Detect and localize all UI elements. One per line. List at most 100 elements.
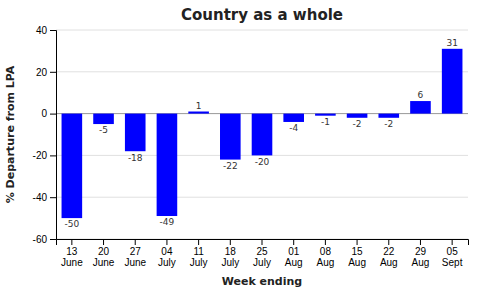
x-tick-label: 13June xyxy=(61,246,83,268)
bar xyxy=(188,112,209,114)
x-tick-label-line: Aug xyxy=(412,257,430,268)
grid-line xyxy=(56,30,468,31)
x-tick-label-line: 15 xyxy=(352,246,364,257)
bar xyxy=(62,114,83,219)
x-tick-mark xyxy=(103,239,104,245)
x-tick-label: 25July xyxy=(253,246,271,268)
y-tick-mark xyxy=(50,197,56,198)
x-tick-label: 29Aug xyxy=(412,246,430,268)
x-tick: 15Aug xyxy=(348,239,366,268)
x-tick-label-line: 22 xyxy=(383,246,395,257)
x-tick-mark xyxy=(198,239,199,245)
x-tick: 11July xyxy=(190,239,208,268)
y-tick-mark xyxy=(50,155,56,156)
y-tick-label: 20 xyxy=(36,67,48,78)
x-tick-label: 15Aug xyxy=(348,246,366,268)
y-tick: 40 xyxy=(36,25,56,36)
x-tick-label-line: 04 xyxy=(161,246,173,257)
x-tick: 18July xyxy=(221,239,239,268)
x-tick-label-line: Sept xyxy=(442,257,463,268)
bar xyxy=(220,114,241,160)
x-tick-label-line: July xyxy=(158,257,176,268)
x-tick: 29Aug xyxy=(412,239,430,268)
title: Country as a whole xyxy=(181,6,343,24)
data-label: -4 xyxy=(289,123,298,133)
x-tick: 27June xyxy=(124,239,146,268)
bar xyxy=(442,49,463,114)
y-axis-line xyxy=(50,31,57,240)
grid-line xyxy=(56,71,468,72)
x-tick-label-line: July xyxy=(253,257,271,268)
x-tick-label-line: 11 xyxy=(193,246,204,257)
x-tick: 08Aug xyxy=(316,239,334,268)
bar xyxy=(315,114,336,116)
y-tick-label: 40 xyxy=(36,25,48,36)
y-tick-mark xyxy=(50,72,56,73)
x-tick-label-line: July xyxy=(190,257,208,268)
x-tick-label: 05Sept xyxy=(442,246,463,268)
x-tick-mark xyxy=(71,239,72,245)
y-tick: -40 xyxy=(33,192,56,203)
x-tick: 01Aug xyxy=(285,239,303,268)
data-label: -2 xyxy=(353,119,362,129)
data-label: -1 xyxy=(321,117,330,127)
x-tick-label-line: July xyxy=(221,257,239,268)
data-label: -50 xyxy=(64,219,79,229)
x-tick-label-line: June xyxy=(124,257,146,268)
x-tick-label-line: 25 xyxy=(256,246,268,257)
x-tick-label-line: 01 xyxy=(288,246,300,257)
x-tick-mark xyxy=(166,239,167,245)
x-axis-line xyxy=(57,240,469,246)
y-tick-label: -40 xyxy=(33,192,48,203)
x-tick-mark xyxy=(388,239,389,245)
data-label: -18 xyxy=(128,153,143,163)
grid xyxy=(56,30,468,239)
data-label: -49 xyxy=(160,217,175,227)
x-tick-label-line: 20 xyxy=(98,246,110,257)
bar xyxy=(347,114,368,118)
y-tick-mark xyxy=(50,114,56,115)
y-tick-label: -60 xyxy=(33,234,48,245)
y-tick-label: -20 xyxy=(33,150,48,161)
data-label: 1 xyxy=(196,101,202,111)
data-label: -2 xyxy=(384,119,393,129)
plot: 13June20June27June04July11July18July25Ju… xyxy=(33,25,469,268)
x-tick-label-line: 27 xyxy=(130,246,142,257)
grid-line xyxy=(56,197,468,198)
bar xyxy=(93,114,114,124)
bar xyxy=(125,114,146,152)
y-tick: -60 xyxy=(33,234,56,245)
y-tick: 20 xyxy=(36,67,56,78)
x-tick-label: 18July xyxy=(221,246,239,268)
x-tick-mark xyxy=(262,239,263,245)
bar xyxy=(252,114,273,156)
bar xyxy=(283,114,304,122)
y-tick-label: 0 xyxy=(41,108,47,119)
x-tick-label-line: Aug xyxy=(285,257,303,268)
x-tick-label: 04July xyxy=(158,246,176,268)
x-tick-label: 08Aug xyxy=(316,246,334,268)
x-tick-label-line: 08 xyxy=(320,246,332,257)
y-tick-mark xyxy=(50,30,56,31)
x-tick-label-line: Aug xyxy=(348,257,366,268)
bar xyxy=(157,114,178,216)
x-tick-label: 27June xyxy=(124,246,146,268)
x-tick: 13June xyxy=(61,239,83,268)
x-tick-mark xyxy=(452,239,453,245)
y-tick: 0 xyxy=(41,108,56,119)
x-tick-mark xyxy=(230,239,231,245)
y-tick-mark xyxy=(50,239,56,240)
x-tick-label-line: 29 xyxy=(415,246,427,257)
x-tick-label-line: Aug xyxy=(380,257,398,268)
x-tick-label: 01Aug xyxy=(285,246,303,268)
x-tick-label-line: Aug xyxy=(316,257,334,268)
data-label: -5 xyxy=(99,125,108,135)
y-axis: -60 -40 -20 0 20 40 xyxy=(33,25,57,245)
x-tick-label: 22Aug xyxy=(380,246,398,268)
data-label: 31 xyxy=(446,38,457,48)
x-tick-label: 11July xyxy=(190,246,208,268)
x-tick-label-line: June xyxy=(93,257,115,268)
y-axis-title: % Departure from LPA xyxy=(4,65,17,203)
chart: 13June20June27June04July11July18July25Ju… xyxy=(0,0,480,291)
x-axis-title: Week ending xyxy=(222,275,302,288)
